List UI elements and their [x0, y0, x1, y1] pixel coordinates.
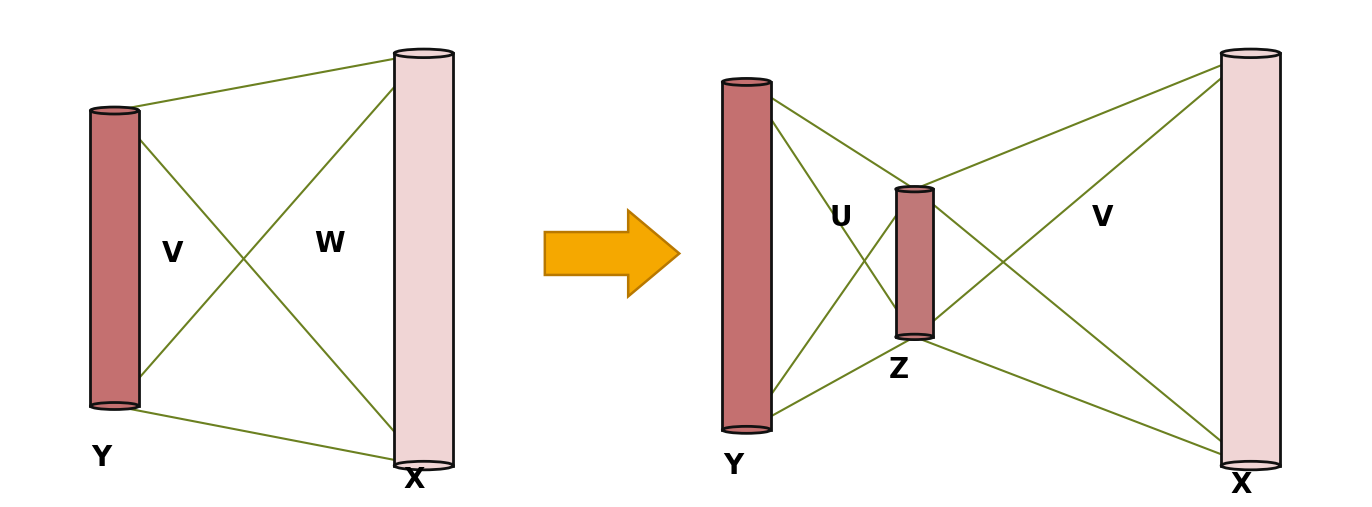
Bar: [394, 53, 453, 465]
Polygon shape: [545, 210, 679, 297]
Text: Y: Y: [91, 445, 111, 473]
Bar: [1221, 53, 1280, 465]
Bar: [896, 189, 933, 337]
Ellipse shape: [896, 187, 933, 192]
Bar: [722, 82, 771, 430]
Text: X: X: [1231, 470, 1253, 499]
Bar: [91, 111, 139, 406]
Text: Z: Z: [889, 356, 908, 384]
Ellipse shape: [1221, 49, 1280, 58]
Text: W: W: [314, 230, 344, 258]
Text: Y: Y: [723, 452, 744, 480]
Ellipse shape: [394, 49, 453, 58]
Text: V: V: [162, 239, 182, 268]
Ellipse shape: [394, 461, 453, 470]
Ellipse shape: [1221, 461, 1280, 470]
Text: V: V: [1092, 204, 1114, 232]
Ellipse shape: [91, 403, 139, 410]
Ellipse shape: [722, 79, 771, 85]
Ellipse shape: [896, 334, 933, 340]
Text: U: U: [830, 204, 852, 232]
Ellipse shape: [722, 426, 771, 433]
Text: X: X: [403, 466, 425, 494]
Ellipse shape: [91, 107, 139, 114]
